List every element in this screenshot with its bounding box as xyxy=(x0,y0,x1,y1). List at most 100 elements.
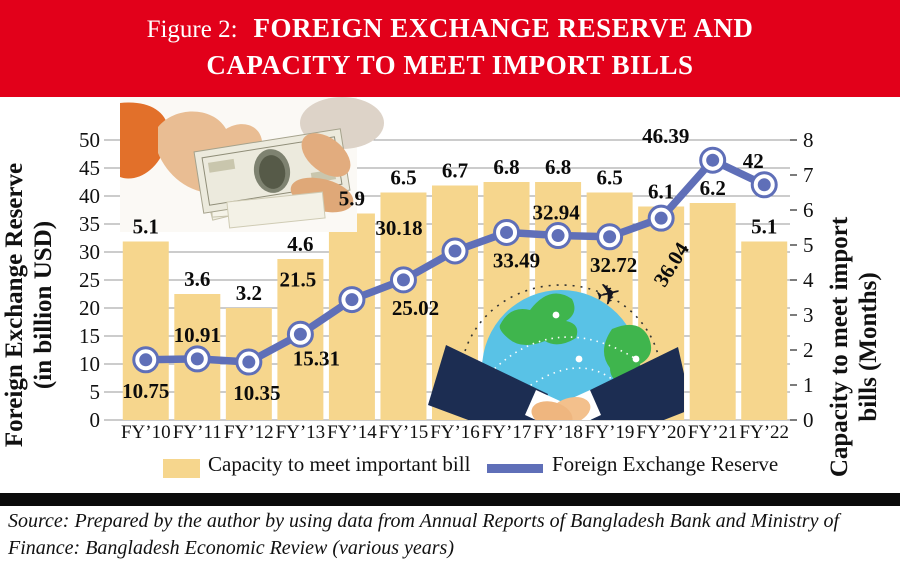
right-tick-label: 4 xyxy=(803,268,814,292)
bar-value-label: 6.1 xyxy=(648,180,674,204)
title-line-1: Figure 2: FOREIGN EXCHANGE RESERVE AND xyxy=(0,0,900,47)
bar-FY’22 xyxy=(741,241,788,420)
line-value-label: 30.18 xyxy=(375,216,422,240)
title-banner: Figure 2: FOREIGN EXCHANGE RESERVE AND CA… xyxy=(0,0,900,97)
bar-value-label: 6.8 xyxy=(493,155,519,179)
marker-dot xyxy=(551,229,565,243)
bar-value-label: 6.5 xyxy=(390,166,416,190)
route-node xyxy=(552,311,560,319)
left-tick-label: 5 xyxy=(90,380,101,404)
line-value-label: 10.91 xyxy=(174,323,221,347)
bar-value-label: 6.2 xyxy=(700,176,726,200)
left-tick-label: 30 xyxy=(79,240,100,264)
marker-dot xyxy=(139,353,153,367)
marker-dot xyxy=(706,153,720,167)
legend-line-swatch xyxy=(487,464,543,473)
right-thumb xyxy=(301,133,351,177)
line-value-label: 10.35 xyxy=(233,381,280,405)
marker-dot xyxy=(654,211,668,225)
x-tick-label: FY’13 xyxy=(276,422,326,443)
marker-dot xyxy=(396,273,410,287)
route-2 xyxy=(514,367,631,398)
title-text-2: CAPACITY TO MEET IMPORT BILLS xyxy=(206,50,694,80)
line-value-label: 33.49 xyxy=(493,248,540,272)
hand-2 xyxy=(531,401,573,420)
x-tick-label: FY’12 xyxy=(224,422,274,443)
right-tick-label: 2 xyxy=(803,338,814,362)
right-tick-label: 7 xyxy=(803,163,814,187)
x-tick-label: FY’14 xyxy=(327,422,377,443)
bar-value-label: 4.6 xyxy=(287,232,313,256)
left-arm xyxy=(428,345,548,420)
marker-dot xyxy=(293,327,307,341)
continent-1 xyxy=(499,293,578,346)
bar-value-label: 6.8 xyxy=(545,155,571,179)
left-tick-label: 45 xyxy=(79,156,100,180)
title-text-1: FOREIGN EXCHANGE RESERVE AND xyxy=(253,13,754,43)
marker-dot xyxy=(603,230,617,244)
right-arm xyxy=(582,347,684,420)
x-tick-label: FY’18 xyxy=(533,422,583,443)
bar-FY’15 xyxy=(380,192,427,420)
right-axis-title-line2: bills (Months) xyxy=(855,272,882,422)
x-tick-label: FY’16 xyxy=(430,422,480,443)
bar-value-label: 5.1 xyxy=(133,215,159,239)
route-node xyxy=(575,355,583,363)
legend-line-label: Foreign Exchange Reserve xyxy=(552,452,779,476)
x-tick-label: FY’10 xyxy=(121,422,171,443)
bar-value-label: 6.5 xyxy=(596,166,622,190)
bar-value-label: 6.7 xyxy=(442,159,468,183)
figure-number: Figure 2: xyxy=(146,16,238,43)
left-tick-label: 10 xyxy=(79,352,100,376)
x-tick-label: FY’17 xyxy=(482,422,532,443)
source-note: Source: Prepared by the author by using … xyxy=(8,508,892,562)
reserve-line-series xyxy=(132,146,778,376)
left-tick-label: 15 xyxy=(79,324,100,348)
right-tick-label: 1 xyxy=(803,373,814,397)
x-tick-label: FY’19 xyxy=(585,422,635,443)
source-line-1: Source: Prepared by the author by using … xyxy=(8,510,840,532)
line-value-label: 15.31 xyxy=(293,346,340,370)
left-axis-title-line2: (in billion USD) xyxy=(30,220,57,390)
line-value-label: 46.39 xyxy=(642,124,689,148)
left-axis-title: Foreign Exchange Reserve (in billion USD… xyxy=(0,95,58,515)
bar-value-label: 5.1 xyxy=(751,215,777,239)
marker-dot xyxy=(757,178,771,192)
bottom-divider xyxy=(0,493,900,506)
data-labels: 5.1 3.6 3.2 4.6 5.9 6.5 6.7 6.8 6.8 6.5 6.1 6.2 5.1 1… xyxy=(122,124,777,405)
x-tick-label: FY’11 xyxy=(173,422,222,443)
line-value-label: 25.02 xyxy=(392,296,439,320)
x-tick-label: FY’22 xyxy=(739,422,789,443)
line-value-label: 10.75 xyxy=(122,379,169,403)
bar-value-label: 3.6 xyxy=(184,267,210,291)
x-tick-label: FY’15 xyxy=(379,422,429,443)
bar-FY’10 xyxy=(122,241,169,420)
marker-dot xyxy=(190,352,204,366)
line-value-label: 21.5 xyxy=(280,268,317,292)
left-tick-label: 20 xyxy=(79,296,100,320)
bar-FY’21 xyxy=(689,203,736,420)
left-axis-title-line1: Foreign Exchange Reserve xyxy=(1,162,28,448)
x-tick-label: FY’21 xyxy=(688,422,738,443)
legend-bar-label: Capacity to meet important bill xyxy=(208,452,471,476)
bill-stack xyxy=(226,191,326,229)
source-line-2: Finance: Bangladesh Economic Review (var… xyxy=(8,537,454,559)
legend-bar-swatch xyxy=(163,459,200,478)
right-tick-label: 5 xyxy=(803,233,814,257)
left-tick-label: 35 xyxy=(79,212,100,236)
marker-dot xyxy=(242,355,256,369)
right-tick-label: 0 xyxy=(803,408,814,432)
route-1 xyxy=(489,336,637,374)
line-value-label: 32.94 xyxy=(532,201,580,225)
globe-handshake-illustration: ✈ xyxy=(428,275,684,420)
bar-value-label: 5.9 xyxy=(339,187,365,211)
route-node xyxy=(632,355,640,363)
line-value-label: 32.72 xyxy=(590,253,637,277)
marker-dot xyxy=(345,293,359,307)
left-tick-label: 40 xyxy=(79,184,100,208)
right-axis-title-line1: Capacity to meet import xyxy=(826,216,853,478)
x-tick-label: FY’20 xyxy=(636,422,686,443)
